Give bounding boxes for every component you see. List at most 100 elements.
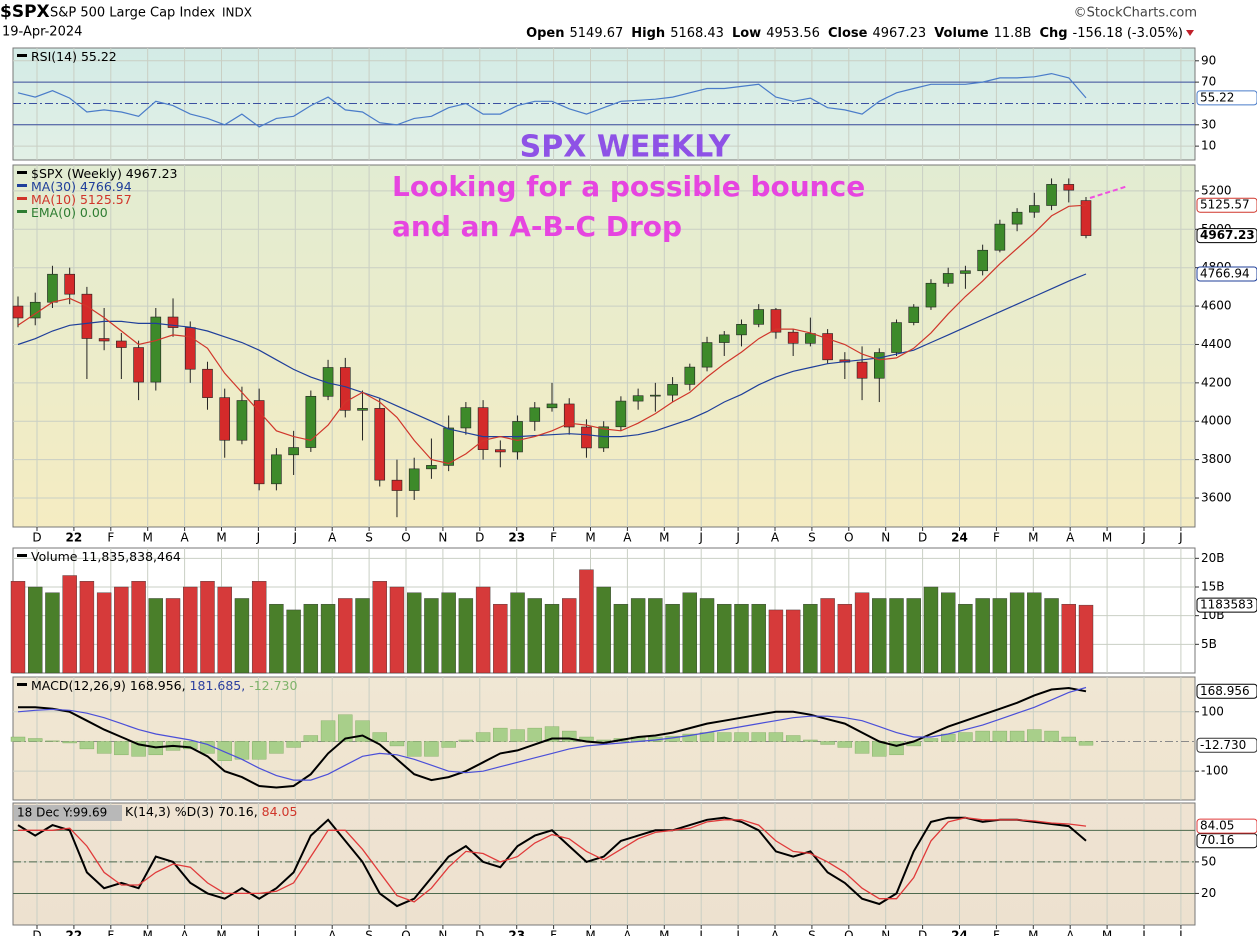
histogram-bar [527, 727, 542, 742]
stat-value: -156.18 (-3.05%) [1073, 26, 1183, 41]
histogram-bar [768, 732, 784, 742]
x-tick-label: M [143, 929, 153, 936]
stat-label: Open [526, 26, 564, 41]
x-tick-label: M [585, 929, 595, 936]
x-tick-label: S [808, 929, 816, 936]
volume-bar [131, 581, 146, 674]
candle-body [701, 342, 713, 368]
histogram-bar [79, 741, 95, 750]
candle-body [891, 322, 902, 353]
x-tick-label: J [1178, 929, 1183, 936]
histogram-bar [28, 738, 43, 742]
histogram-bar [562, 730, 577, 742]
volume-bar [493, 603, 508, 674]
histogram-bar [734, 732, 749, 742]
candle-body [116, 340, 127, 348]
volume-bar [665, 603, 680, 674]
y-tick-label: 70 [1201, 75, 1216, 89]
volume-bar [958, 603, 973, 674]
y-tick-label: 90 [1201, 53, 1216, 67]
candle-body [770, 309, 782, 333]
volume-bar [562, 598, 577, 674]
x-tick-label: F [993, 531, 1000, 545]
value-tag-box [1196, 228, 1257, 244]
legend-swatch [17, 184, 27, 187]
index-name: S&P 500 Large Cap Index [50, 6, 216, 21]
x-tick-label: F [107, 929, 114, 936]
volume-bar [114, 586, 129, 674]
line-series [17, 816, 1087, 908]
x-tick-label: N [438, 929, 447, 936]
x-tick-label: 23 [508, 531, 525, 545]
histogram-bar [114, 741, 129, 756]
x-tick-label: M [1102, 531, 1112, 545]
histogram-bar [975, 730, 990, 742]
legend-part: MACD(12,26,9) 168.956, [31, 678, 186, 693]
legend-entry: EMA(0) 0.00 [31, 205, 108, 220]
x-tick-label: J [293, 929, 298, 936]
x-tick-label: A [623, 929, 632, 936]
annotation: Looking for a possible bounce [392, 170, 865, 203]
histogram-bar [1078, 741, 1094, 746]
volume-bar [630, 598, 646, 674]
histogram-bar [475, 732, 491, 742]
line-series [17, 686, 1087, 781]
x-tick-label: F [550, 929, 557, 936]
value-tag: -12.730 [1200, 738, 1246, 752]
x-tick-label: D [475, 531, 484, 545]
y-tick-label: 10 [1201, 139, 1216, 153]
histogram-bar [820, 741, 835, 745]
x-tick-label: O [844, 531, 853, 545]
volume-bar [338, 598, 353, 674]
badge: 18 Dec Y:99.69 [17, 806, 107, 820]
volume-bar [389, 586, 405, 674]
x-tick-label: A [771, 531, 780, 545]
volume-bar [441, 592, 456, 674]
volume-bar [1078, 604, 1094, 674]
volume-bar [45, 592, 60, 674]
legend-swatch [17, 210, 27, 213]
volume-bar [699, 598, 715, 674]
candle-body [1011, 211, 1023, 225]
candle-body [81, 293, 93, 339]
candle-body [133, 347, 144, 383]
candle-body [184, 327, 196, 370]
histogram-bar [389, 741, 405, 747]
candle-body [236, 400, 248, 441]
legend-entry: MA(10) 5125.57 [31, 192, 132, 207]
stat-label: Low [732, 26, 761, 41]
value-tag: 5125.57 [1200, 198, 1250, 212]
stat-value: 4967.23 [872, 26, 926, 41]
histogram-bar [1044, 730, 1059, 742]
volume-bar [785, 609, 801, 674]
volume-bar [527, 598, 542, 674]
volume-bar [1044, 598, 1059, 674]
x-tick-label: O [401, 929, 410, 936]
histogram-bar [1009, 730, 1025, 742]
x-tick-label: F [993, 929, 1000, 936]
volume-bar [286, 609, 301, 674]
legend-part: RSI(14) 55.22 [31, 49, 117, 64]
stat-value: 5149.67 [570, 26, 624, 41]
histogram-bar [251, 741, 267, 760]
line-series [17, 72, 1087, 128]
histogram-bar [45, 740, 60, 742]
y-tick-label: 4600 [1201, 299, 1232, 313]
candle-body [98, 338, 110, 342]
candle-body [477, 407, 489, 450]
legend-part: -12.730 [245, 678, 297, 693]
legend-entry: MA(30) 4766.94 [31, 179, 132, 194]
candle-body [150, 316, 162, 383]
x-tick-label: N [881, 929, 890, 936]
histogram-bar [62, 741, 77, 744]
value-tag-box [1196, 683, 1257, 699]
legend-swatch [17, 171, 27, 174]
x-tick-label: A [180, 531, 189, 545]
x-tick-label: J [698, 929, 703, 936]
x-tick-label: S [808, 531, 816, 545]
volume-bar [62, 575, 77, 674]
candle-body [667, 384, 678, 396]
volume-bar [234, 598, 250, 674]
legend-part: 181.685, [186, 678, 246, 693]
